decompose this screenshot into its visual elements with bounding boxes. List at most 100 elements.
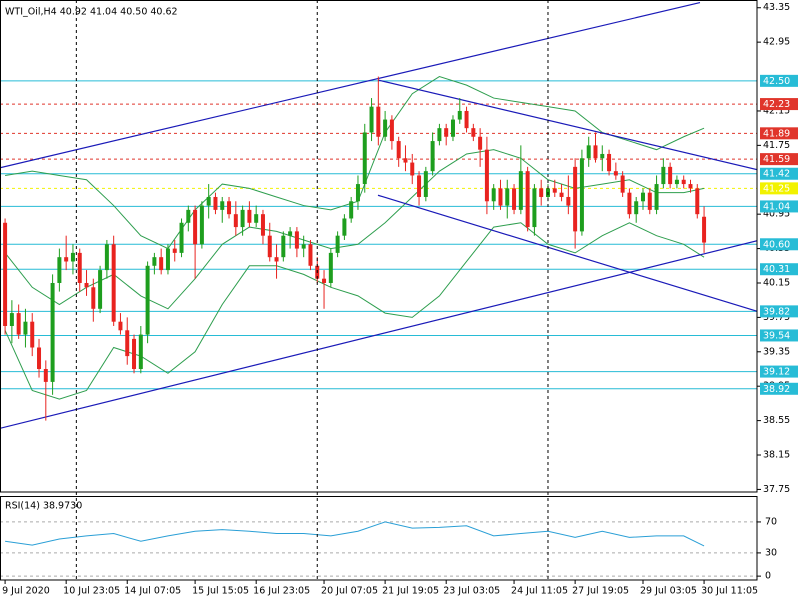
rsi-frame — [0, 496, 758, 581]
candle-body — [50, 282, 55, 382]
x-tick-label: 14 Jul 07:05 — [124, 586, 181, 597]
candle-body — [512, 188, 517, 210]
band-upper — [5, 76, 705, 250]
candle-body — [634, 201, 639, 215]
candle-body — [132, 338, 137, 369]
candle-body — [702, 216, 707, 243]
candle-body — [369, 106, 374, 133]
candle-body — [220, 201, 225, 210]
y-tick-label: 39.75 — [763, 312, 790, 323]
trendline — [377, 79, 757, 171]
trendline — [0, 240, 757, 429]
x-tick-label: 23 Jul 03:05 — [443, 586, 500, 597]
candle-body — [43, 369, 48, 382]
candle-body — [23, 321, 28, 335]
band-lower — [4, 222, 705, 400]
candle-body — [206, 196, 211, 206]
candle-body — [57, 257, 62, 283]
level-label: 41.59 — [763, 154, 790, 165]
candle-body — [444, 128, 449, 137]
level-label: 41.04 — [763, 201, 790, 212]
candle-body — [559, 192, 564, 197]
candle-body — [573, 166, 578, 232]
trendline — [377, 194, 757, 312]
candle-body — [322, 278, 327, 283]
x-tick-label: 20 Jul 07:05 — [321, 586, 378, 597]
y-tick-label: 43.35 — [763, 2, 790, 13]
candle-body — [98, 270, 103, 309]
candle-body — [376, 106, 381, 137]
candle-body — [484, 149, 489, 202]
level-label-bg — [760, 153, 798, 166]
trendline — [0, 1, 701, 169]
x-tick-label: 27 Jul 19:05 — [572, 586, 629, 597]
candle-body — [267, 235, 272, 258]
candle-body — [579, 158, 584, 232]
candle-body — [138, 334, 143, 369]
level-label: 42.50 — [763, 76, 790, 87]
candle-body — [179, 222, 184, 253]
y-tick-label: 40.15 — [763, 277, 790, 288]
candle-body — [152, 257, 157, 266]
y-tick-label: 41.75 — [763, 140, 790, 151]
rsi-y-tick-label: 70 — [765, 516, 777, 527]
candle-body — [593, 145, 598, 159]
y-tick-label: 38.55 — [763, 415, 790, 426]
candle-body — [695, 188, 700, 215]
candle-body — [566, 196, 571, 206]
level-label-bg — [760, 263, 798, 276]
candle-body — [342, 218, 347, 236]
candle-body — [681, 179, 686, 185]
candle-body — [247, 209, 252, 223]
candle-body — [688, 184, 693, 189]
candle-body — [389, 119, 394, 142]
candle-body — [233, 214, 238, 228]
candle-body — [423, 171, 428, 197]
candle-body — [9, 313, 14, 326]
level-label-bg — [760, 182, 798, 195]
candle-body — [328, 252, 333, 283]
candle-body — [30, 321, 35, 348]
level-label-bg — [760, 74, 798, 87]
level-label: 41.42 — [763, 169, 790, 180]
candle-body — [349, 201, 354, 219]
candle-body — [70, 252, 75, 262]
x-tick-label: 24 Jul 11:05 — [511, 586, 568, 597]
level-label-bg — [760, 238, 798, 251]
main-frame — [0, 0, 758, 493]
y-tick-label: 39.35 — [763, 346, 790, 357]
candle-body — [600, 153, 605, 159]
candle-body — [498, 188, 503, 206]
candle-body — [450, 119, 455, 137]
x-tick-label: 15 Jul 15:05 — [192, 586, 249, 597]
y-tick-label: 40.95 — [763, 209, 790, 220]
candle-body — [104, 244, 109, 271]
candle-body — [37, 347, 42, 369]
candle-body — [335, 235, 340, 253]
candle-body — [118, 321, 123, 331]
candle-body — [64, 257, 69, 262]
candle-body — [288, 231, 293, 236]
candle-body — [111, 244, 116, 322]
candle-body — [145, 265, 150, 335]
candle-body — [640, 192, 645, 202]
level-label-bg — [760, 329, 798, 342]
candle-body — [586, 145, 591, 159]
candle-body — [430, 141, 435, 172]
x-tick-label: 9 Jul 2020 — [2, 586, 50, 597]
candle-body — [478, 136, 483, 150]
level-label: 41.25 — [763, 183, 790, 194]
candle-body — [552, 188, 557, 193]
candle-body — [362, 132, 367, 185]
candle-body — [301, 244, 306, 249]
candle-body — [254, 214, 259, 223]
candle-body — [3, 222, 8, 326]
candle-body — [274, 257, 279, 262]
candle-body — [193, 209, 198, 245]
candle-body — [410, 162, 415, 176]
level-label-bg — [760, 305, 798, 318]
rsi-y-tick-label: 30 — [765, 547, 777, 558]
level-label: 41.89 — [763, 128, 790, 139]
candle-body — [294, 231, 299, 249]
